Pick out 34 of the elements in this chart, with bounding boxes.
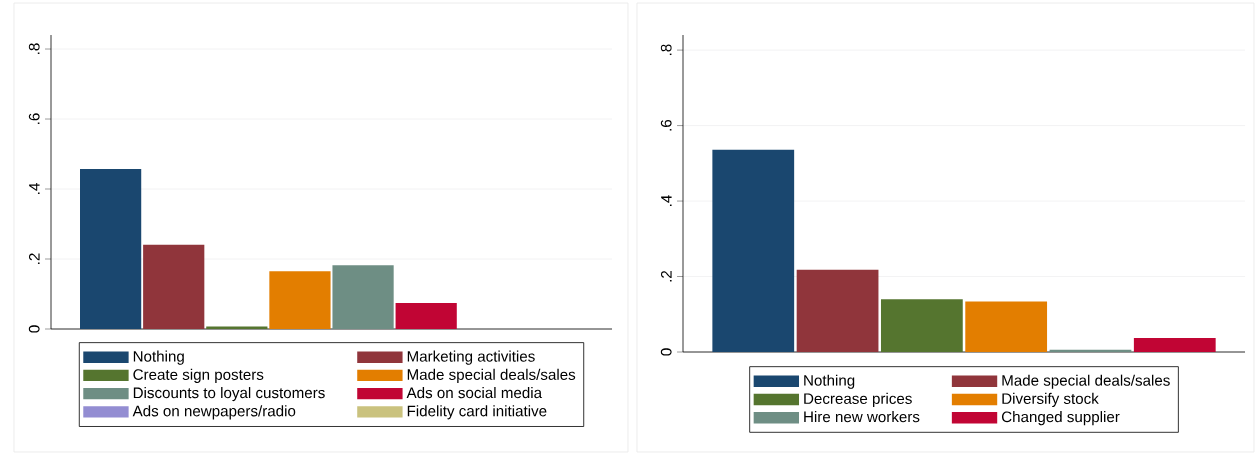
legend-label: Ads on newpapers/radio bbox=[132, 405, 296, 420]
y-tick-label: .4 bbox=[29, 183, 40, 194]
bar bbox=[712, 149, 795, 352]
y-tick-label: .4 bbox=[661, 195, 672, 206]
bar bbox=[395, 303, 457, 329]
bar bbox=[269, 271, 331, 329]
legend-label: Changed supplier bbox=[1001, 411, 1120, 426]
y-tick-label: .2 bbox=[660, 270, 672, 282]
y-tick-label: .2 bbox=[28, 253, 40, 264]
legend-label: Ads on social media bbox=[406, 387, 543, 399]
legend-label: Decrease prices bbox=[804, 392, 912, 407]
legend-label: Hire new workers bbox=[804, 411, 920, 423]
bar bbox=[143, 244, 205, 329]
legend-label: Fidelity card initiative bbox=[407, 405, 547, 420]
bar bbox=[965, 301, 1048, 352]
y-tick-label: .8 bbox=[660, 44, 672, 56]
legend-label: Nothing bbox=[804, 374, 855, 389]
y-tick-label: 0 bbox=[660, 348, 672, 356]
legend-label: Made special deals/sales bbox=[1002, 374, 1170, 389]
y-tick-label: .6 bbox=[28, 113, 40, 124]
y-tick-label: .8 bbox=[28, 43, 40, 54]
legend-label: Made special deals/sales bbox=[407, 368, 576, 383]
legend-label: Discounts to loyal customers bbox=[133, 387, 325, 402]
bar bbox=[796, 269, 879, 352]
bar bbox=[880, 299, 963, 352]
legend-label: Marketing activities bbox=[407, 350, 535, 365]
y-tick-label: .6 bbox=[660, 119, 672, 131]
legend-label: Nothing bbox=[133, 350, 184, 365]
legend-label: Diversify stock bbox=[1002, 392, 1099, 407]
bar bbox=[80, 169, 142, 329]
y-tick-label: 0 bbox=[28, 325, 40, 333]
bar bbox=[1133, 338, 1216, 352]
bar bbox=[332, 265, 394, 329]
legend-label: Create sign posters bbox=[133, 368, 264, 383]
